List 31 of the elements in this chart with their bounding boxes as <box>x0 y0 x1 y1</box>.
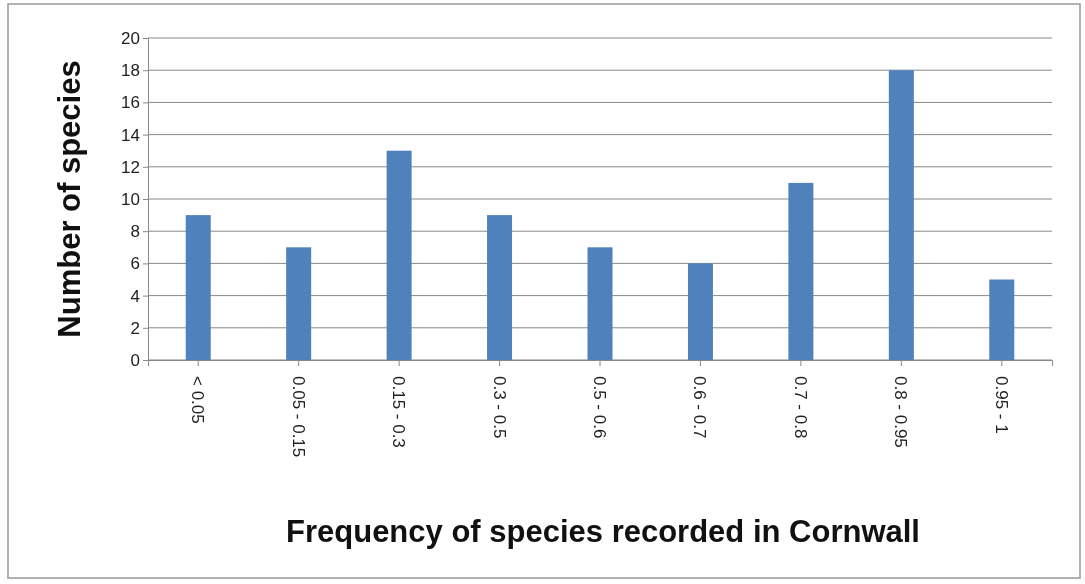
bar <box>386 150 412 360</box>
y-axis-title: Number of species <box>52 60 87 338</box>
y-tick-label: 16 <box>121 93 140 113</box>
y-tick-label: 4 <box>130 286 140 306</box>
y-tick-label: 14 <box>121 125 140 145</box>
x-tick-label: 0.95 - 1 <box>991 376 1011 434</box>
y-tick-label: 12 <box>121 157 140 177</box>
x-tick-label: 0.7 - 0.8 <box>790 376 810 439</box>
bar <box>989 279 1015 360</box>
bar <box>888 70 914 360</box>
x-tick-label: 0.6 - 0.7 <box>690 376 710 439</box>
x-tick-label: 0.05 - 0.15 <box>288 376 308 458</box>
x-tick-label: 0.8 - 0.95 <box>891 376 911 448</box>
bar <box>587 247 613 360</box>
y-tick-label: 6 <box>130 254 140 274</box>
y-tick-label: 10 <box>121 189 140 209</box>
bar <box>487 215 513 360</box>
bar <box>286 247 312 360</box>
y-tick-label: 18 <box>121 61 140 81</box>
bar <box>185 215 211 360</box>
bar <box>687 263 713 360</box>
x-tick-label: < 0.05 <box>188 376 208 424</box>
y-tick-label: 0 <box>130 350 140 370</box>
x-tick-label: 0.15 - 0.3 <box>389 376 409 448</box>
x-tick-label: 0.5 - 0.6 <box>590 376 610 439</box>
x-axis-title: Frequency of species recorded in Cornwall <box>286 514 920 549</box>
bar <box>788 182 814 360</box>
y-tick-label: 2 <box>130 318 140 338</box>
x-tick-label: 0.3 - 0.5 <box>489 376 509 439</box>
y-tick-label: 8 <box>130 222 140 242</box>
y-tick-label: 20 <box>121 28 140 48</box>
